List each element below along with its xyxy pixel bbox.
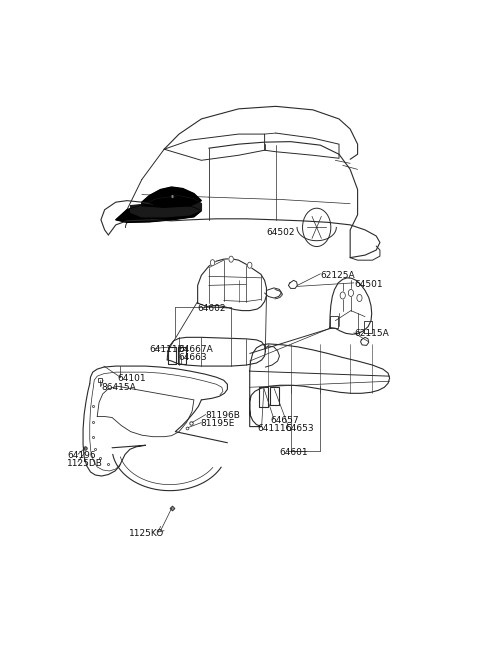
Text: 81196B: 81196B — [205, 411, 240, 420]
Text: 64196: 64196 — [67, 451, 96, 460]
Text: 64502: 64502 — [266, 228, 295, 237]
Text: 64101: 64101 — [118, 374, 146, 383]
Text: 81195E: 81195E — [201, 419, 235, 428]
Circle shape — [210, 259, 215, 266]
Polygon shape — [142, 187, 202, 207]
Circle shape — [229, 256, 233, 262]
Text: 62125A: 62125A — [321, 271, 355, 280]
Text: 64111C: 64111C — [257, 424, 292, 432]
Text: 1125KO: 1125KO — [129, 529, 164, 538]
Text: 1125DB: 1125DB — [67, 459, 103, 468]
Text: 86415A: 86415A — [101, 383, 136, 392]
Circle shape — [248, 262, 252, 269]
Circle shape — [340, 292, 345, 299]
Text: 62115A: 62115A — [354, 329, 389, 338]
Text: 64653: 64653 — [285, 424, 314, 432]
Text: 64111D: 64111D — [149, 345, 185, 354]
Circle shape — [348, 290, 353, 297]
Text: 64657: 64657 — [270, 416, 299, 425]
Polygon shape — [131, 196, 202, 217]
Text: 64602: 64602 — [198, 303, 226, 312]
Circle shape — [357, 295, 362, 301]
Polygon shape — [116, 204, 202, 222]
Text: 64601: 64601 — [279, 448, 308, 457]
Text: 64667A: 64667A — [178, 345, 213, 354]
Text: 64501: 64501 — [354, 280, 383, 289]
Text: 64663: 64663 — [178, 353, 207, 362]
